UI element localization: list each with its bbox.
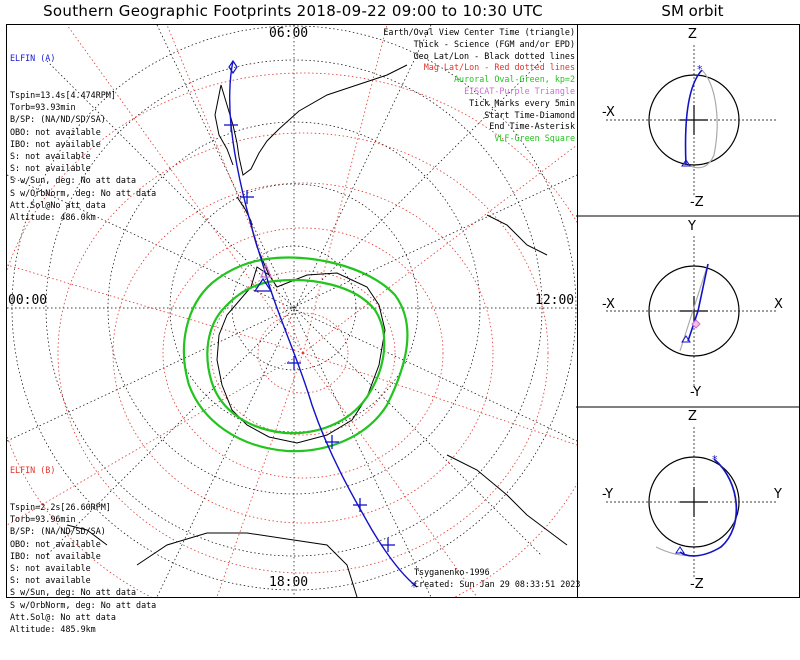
svg-text:*: * (697, 63, 703, 76)
elfin-b-info-line: S: not available (10, 563, 91, 574)
elfin-a-lines: Tspin=13.4s[4.474RPM] Torb=93.93min B/SP: … (10, 89, 156, 223)
legend-entry: Auroral Oval-Green, kp=2 (453, 74, 575, 85)
credits-line: Created: Sun Jan 29 08:33:51 2023 (414, 578, 581, 589)
sm-panel-xz: * (606, 45, 776, 197)
elfin-a-info-line: IBO: not available (10, 138, 101, 149)
legend: Earth/Oval View Center Time (triangle) Th… (383, 27, 575, 145)
elfin-b-info-line: IBO: not available (10, 550, 101, 561)
legend-entry: End Time-Asterisk (489, 121, 575, 132)
sm-panel-2-top: Y (688, 219, 696, 234)
mlt-left-label: 00:00 (8, 293, 48, 308)
elfin-a-header: ELFIN (A) (10, 53, 56, 64)
elfin-a-info-line: S: not available (10, 163, 91, 174)
legend-entry: Geo Lat/Lon - Black dotted lines (413, 50, 575, 61)
sm-panel-yz: * (606, 427, 776, 579)
elfin-a-info-line: S: not available (10, 151, 91, 162)
sm-orbit-title: SM orbit (661, 2, 724, 20)
elfin-a-info-line: Altitude: 486.0km (10, 212, 96, 223)
elfin-b-info-line: Att.Sol@: No att data (10, 611, 116, 622)
sm-panel-2-bottom: -Y (690, 385, 702, 400)
elfin-b-info-line: S w/Sun, deg: No att data (10, 587, 137, 598)
legend-entry: VLF-Green Square (494, 133, 575, 144)
elfin-a-info-line: S w/OrbNorm, deg: No att data (10, 187, 157, 198)
mag-grid (7, 25, 577, 597)
mlt-top-label: 06:00 (269, 26, 309, 41)
elfin-b-info-line: Torb=93.96min (10, 514, 76, 525)
mlt-right-label: 12:00 (535, 293, 575, 308)
elfin-b-header: ELFIN (B) (10, 465, 56, 476)
legend-entry: Earth/Oval View Center Time (triangle) (383, 27, 575, 37)
legend-entry: Mag Lat/Lon - Red dotted lines (423, 62, 575, 73)
sm-panel-2-left: -X (602, 297, 615, 312)
svg-text:*: * (712, 453, 718, 466)
elfin-a-info-line: OBO: not available (10, 126, 101, 137)
elfin-a-info: ELFIN (A) Tspin=13.4s[4.474RPM] Torb=93.9… (10, 28, 156, 248)
elfin-a-track: * (224, 59, 418, 594)
credits-line: Tsyganenko-1996 (414, 567, 490, 577)
legend-entry: Start Time-Diamond (484, 109, 575, 120)
sm-panel-3-top: Z (688, 409, 697, 424)
elfin-b-info-line: Altitude: 485.9km (10, 624, 96, 635)
polar-map-frame: * 06:00 00:00 12:00 18:00 ELFIN (A) Tspi… (6, 24, 580, 634)
credits: Tsyganenko-1996 Created: Sun Jan 29 08:33… (414, 567, 580, 590)
sm-panel-xy (606, 236, 776, 388)
auroral-oval (182, 256, 409, 453)
sm-panel-3-bottom: -Z (690, 577, 704, 592)
mlt-bottom-label: 18:00 (269, 575, 309, 590)
sm-panel-2-right: X (774, 297, 783, 312)
elfin-a-info-line: Att.Sol@No att data (10, 199, 106, 210)
elfin-a-info-line: Tspin=13.4s[4.474RPM] (10, 90, 116, 101)
elfin-a-info-line: Torb=93.93min (10, 102, 76, 113)
legend-entry: Thick - Science (FGM and/or EPD) (413, 38, 575, 49)
legend-entry: EISCAT-Purple Triangle (464, 85, 575, 96)
polar-map: * (7, 25, 577, 597)
elfin-b-info-line: B/SP: (NA/ND/SD/SA) (10, 526, 106, 537)
elfin-b-info-line: OBO: not available (10, 538, 101, 549)
elfin-a-info-line: S w/Sun, deg: No att data (10, 175, 137, 186)
elfin-b-info: ELFIN (B) Tspin=2.2s[26.60RPM] Torb=93.96… (10, 440, 156, 660)
sm-panel-1-left: -X (602, 105, 615, 120)
geo-grid (7, 25, 577, 597)
elfin-a-info-line: B/SP: (NA/ND/SD/SA) (10, 114, 106, 125)
elfin-b-info-line: S w/OrbNorm, deg: No att data (10, 599, 157, 610)
sm-orbit-panels: * * (576, 45, 799, 579)
plot-title: Southern Geographic Footprints 2018-09-2… (43, 2, 543, 20)
legend-entry: Tick Marks every 5min (469, 97, 575, 108)
svg-text:*: * (411, 580, 417, 594)
sm-orbit-frame: * * Z -Z -X Y -Y (576, 24, 800, 598)
sm-panel-3-right: Y (774, 487, 782, 502)
sm-panel-3-left: -Y (602, 487, 614, 502)
elfin-b-info-line: S: not available (10, 575, 91, 586)
elfin-b-lines: Tspin=2.2s[26.60RPM] Torb=93.96min B/SP: (… (10, 501, 156, 635)
sm-panel-1-top: Z (688, 27, 697, 42)
coastlines (66, 64, 568, 597)
elfin-b-info-line: Tspin=2.2s[26.60RPM] (10, 502, 111, 513)
sm-panel-1-bottom: -Z (690, 195, 704, 210)
